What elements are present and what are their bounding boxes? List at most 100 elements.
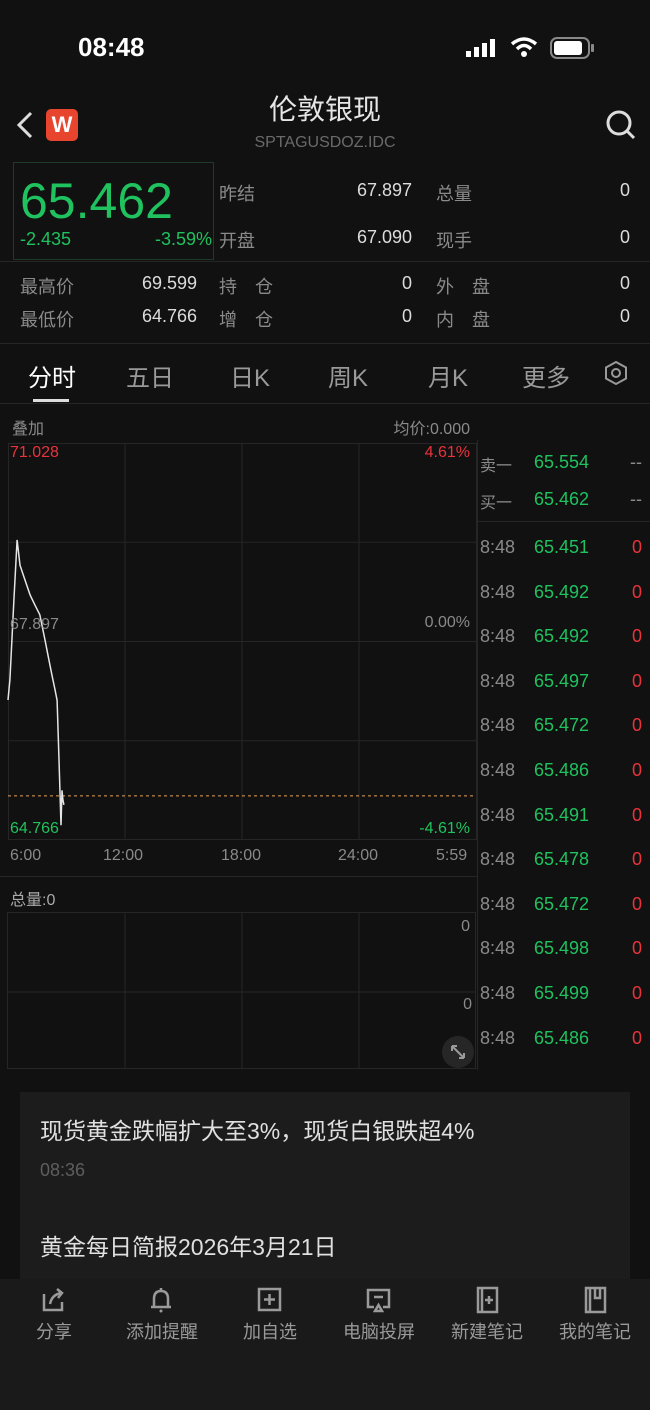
tick-price: 65.491: [534, 804, 590, 825]
search-icon[interactable]: [605, 108, 637, 147]
share-icon: [42, 1288, 64, 1312]
field-label: 增 仓: [219, 310, 273, 330]
field-value: 0: [619, 180, 630, 200]
news-title[interactable]: 黄金每日简报2026年3月21日: [40, 1234, 337, 1260]
overlay-button[interactable]: 叠加: [12, 421, 45, 438]
tick-row: 8:48 65.486 0: [478, 760, 650, 804]
pct-min-label: -4.61%: [419, 820, 470, 837]
x-tick: 24:00: [338, 847, 379, 864]
tick-price: 65.478: [534, 849, 590, 870]
tick-row: 8:48 65.451 0: [478, 537, 650, 581]
tab-5day[interactable]: 五日: [126, 365, 174, 392]
tick-volume: 0: [631, 804, 642, 825]
tick-time: 8:48: [480, 849, 516, 870]
battery-icon: [550, 37, 596, 64]
field-label: 持 仓: [219, 277, 273, 297]
tick-row: 8:48 65.491 0: [478, 805, 650, 849]
tick-row: 8:48 65.498 0: [478, 938, 650, 982]
tick-price: 65.472: [534, 715, 590, 736]
field-label: 内 盘: [436, 310, 490, 330]
tab-daily-k[interactable]: 日K: [230, 365, 271, 392]
book-price: 65.462: [534, 489, 590, 509]
book-volume: --: [630, 452, 642, 472]
book-volume: --: [630, 489, 642, 509]
book-label: 买一: [480, 495, 513, 512]
brand-logo: W: [46, 109, 78, 141]
signal-icon: [466, 38, 498, 63]
tick-price: 65.472: [534, 893, 590, 914]
toolbar-notes-button[interactable]: 我的笔记: [541, 1286, 649, 1344]
field-value: 64.766: [141, 306, 197, 326]
tick-row: 8:48 65.472 0: [478, 894, 650, 938]
toolbar-new-note-button[interactable]: 新建笔记: [433, 1286, 541, 1344]
tick-price: 65.498: [534, 938, 590, 959]
order-book-row: 买一 65.462 --: [478, 489, 650, 533]
tick-volume: 0: [631, 670, 642, 691]
order-book-row: 卖一 65.554 --: [478, 452, 650, 496]
field-label: 总量: [436, 184, 472, 204]
toolbar-cast-button[interactable]: 电脑投屏: [325, 1286, 433, 1344]
price-line: [7, 539, 65, 826]
tick-time: 8:48: [480, 1027, 516, 1048]
divider: [0, 876, 478, 877]
field-value: 69.599: [141, 273, 197, 293]
pct-mid-label: 0.00%: [424, 614, 470, 631]
tab-weekly-k[interactable]: 周K: [328, 365, 369, 392]
x-tick: 6:00: [10, 847, 42, 864]
news-card: [20, 1092, 630, 1292]
book-price: 65.554: [534, 452, 590, 472]
book-label: 卖一: [480, 458, 513, 475]
status-time: 08:48: [78, 32, 145, 62]
field-value: 0: [619, 273, 630, 293]
tick-time: 8:48: [480, 537, 516, 557]
field-value: 0: [619, 306, 630, 326]
price-change-pct: -3.59%: [154, 229, 212, 249]
field-label: 外 盘: [436, 277, 490, 297]
y-max-label: 71.028: [10, 444, 59, 461]
tab-intraday[interactable]: 分时: [28, 365, 76, 392]
divider: [0, 403, 650, 404]
news-title[interactable]: 现货黄金跌幅扩大至3%，现货白银跌超4%: [40, 1118, 475, 1144]
back-button[interactable]: [14, 110, 36, 145]
field-value: 67.897: [356, 180, 412, 200]
tick-price: 65.499: [534, 983, 590, 1003]
tab-more[interactable]: 更多: [522, 365, 570, 392]
price-box: [13, 162, 214, 260]
field-value: 0: [401, 273, 412, 293]
toolbar-share-button[interactable]: 分享: [0, 1286, 108, 1344]
toolbar-label: 我的笔记: [559, 1322, 631, 1342]
toolbar-add-watchlist-button[interactable]: 加自选: [216, 1286, 324, 1344]
volume-chart: [7, 912, 476, 1069]
tab-active-indicator: [33, 399, 69, 402]
cast-icon: [366, 1288, 391, 1313]
field-label: 现手: [436, 231, 472, 251]
vol-tick: 0: [461, 918, 470, 935]
y-mid-label: 67.897: [10, 616, 59, 633]
x-tick: 18:00: [221, 847, 262, 864]
expand-icon[interactable]: [442, 1036, 474, 1068]
tick-volume: 0: [631, 760, 642, 780]
divider: [0, 343, 650, 344]
tick-price: 65.486: [534, 760, 590, 780]
new-note-icon: [476, 1286, 499, 1314]
toolbar-label: 分享: [36, 1322, 72, 1342]
tick-row: 8:48 65.497 0: [478, 671, 650, 715]
tick-price: 65.451: [534, 537, 590, 557]
x-tick: 12:00: [103, 847, 144, 864]
tick-price: 65.492: [534, 581, 590, 602]
field-label: 昨结: [219, 184, 255, 204]
tick-row: 8:48 65.478 0: [478, 849, 650, 893]
tick-price: 65.486: [534, 1027, 590, 1048]
toolbar-label: 加自选: [243, 1322, 297, 1342]
last-price: 65.462: [20, 173, 173, 229]
tick-volume: 0: [631, 849, 642, 870]
wifi-icon: [510, 36, 538, 63]
tick-time: 8:48: [480, 893, 516, 914]
toolbar-label: 添加提醒: [126, 1322, 198, 1342]
tick-time: 8:48: [480, 715, 516, 736]
tick-row: 8:48 65.486 0: [478, 1028, 650, 1072]
tab-monthly-k[interactable]: 月K: [428, 365, 469, 392]
intraday-chart[interactable]: [0, 440, 478, 840]
settings-icon[interactable]: [603, 360, 629, 391]
toolbar-bell-button[interactable]: 添加提醒: [108, 1286, 216, 1344]
